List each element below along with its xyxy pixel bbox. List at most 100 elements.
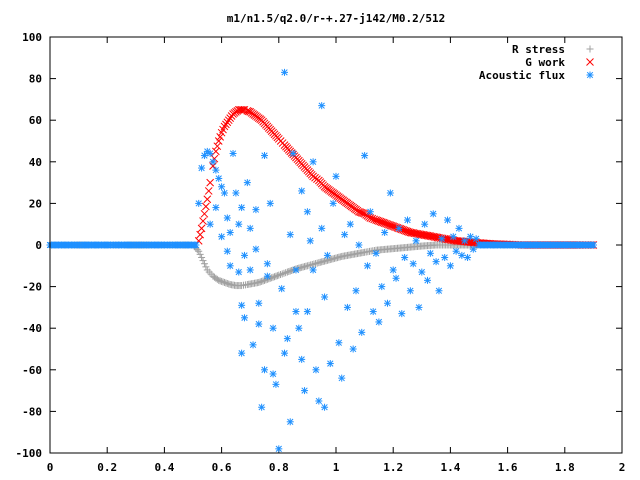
data-point [255,299,263,307]
data-point [204,187,213,195]
data-point [281,68,289,76]
data-point [452,247,460,255]
data-point [218,233,226,241]
data-point [373,216,382,225]
data-point [212,166,220,174]
data-point [449,233,457,241]
plot-area [46,68,598,453]
data-point [292,266,300,274]
data-point [209,158,217,166]
data-point [469,245,477,253]
data-point [338,374,346,382]
data-point [282,269,290,277]
y-tick-label: -80 [22,405,42,418]
data-point [256,278,264,286]
data-point [329,199,337,207]
data-point [252,206,260,214]
data-point [366,208,374,216]
data-point [444,216,452,224]
data-point [285,268,293,276]
data-point [220,278,228,286]
data-point [458,251,466,259]
data-point [332,172,340,180]
data-point [392,223,400,232]
y-tick-label: -100 [16,447,43,460]
y-tick-label: 0 [35,239,42,252]
y-tick-label: 20 [29,197,42,210]
x-tick-label: 1.8 [555,461,575,474]
data-point [432,233,440,242]
x-tick-label: 2 [619,461,626,474]
data-point [261,152,268,160]
data-point [375,217,383,225]
data-point [246,224,254,232]
data-point [306,237,314,245]
data-point [386,189,394,197]
x-tick-label: 1.4 [440,461,460,474]
y-tick-label: -40 [22,322,42,335]
data-point [195,247,203,255]
data-point [379,218,388,227]
data-point [263,260,271,268]
data-point [258,403,266,411]
legend-label: Acoustic flux [479,69,565,82]
data-point [263,272,271,280]
data-point [375,318,383,326]
data-point [424,276,432,284]
x-tick-label: 0.6 [212,461,232,474]
data-point [381,229,389,237]
data-point [198,253,206,261]
data-point [266,199,274,207]
data-point [343,303,351,311]
data-point [312,366,320,374]
data-point [382,219,390,228]
data-point [200,209,209,218]
data-point [286,418,294,426]
data-point [446,262,454,270]
data-point [286,231,294,239]
data-point [387,221,396,230]
chart-title: m1/n1.5/q2.0/r-+.27-j142/M0.2/512 [227,12,446,25]
data-point [383,299,391,307]
data-point [412,237,420,245]
data-point [385,220,393,229]
data-point [218,183,226,191]
data-point [216,132,225,141]
y-tick-label: -60 [22,364,42,377]
data-point [369,308,377,316]
data-point [213,142,222,151]
data-point [269,273,277,281]
data-point [398,310,406,318]
data-point [396,225,405,233]
data-point [235,268,243,276]
data-point [213,275,221,283]
data-point [392,274,400,282]
data-point [206,220,214,228]
data-point [472,235,480,243]
data-point [218,277,226,285]
x-tick-label: 1.6 [498,461,518,474]
data-point [301,387,309,395]
data-point [441,253,449,261]
data-point [358,328,366,336]
data-point [238,349,246,357]
data-point [286,267,294,275]
data-point [435,287,443,295]
x-tick-label: 0.8 [269,461,289,474]
data-point [273,272,281,280]
data-point [318,224,326,232]
data-point [283,335,291,343]
data-point [389,266,397,274]
data-point [292,308,300,316]
data-point [223,279,231,287]
data-point [259,277,267,285]
data-point [275,445,283,453]
data-point [200,260,208,268]
data-point [199,257,207,265]
data-point [383,220,392,229]
axis-ticks: 0 0.2 0.4 0.6 0.8 1 1.2 1.4 1.6 1.8 2100806040200-… [16,31,626,474]
data-point [404,216,411,224]
data-point [335,339,343,347]
data-point [397,225,406,234]
